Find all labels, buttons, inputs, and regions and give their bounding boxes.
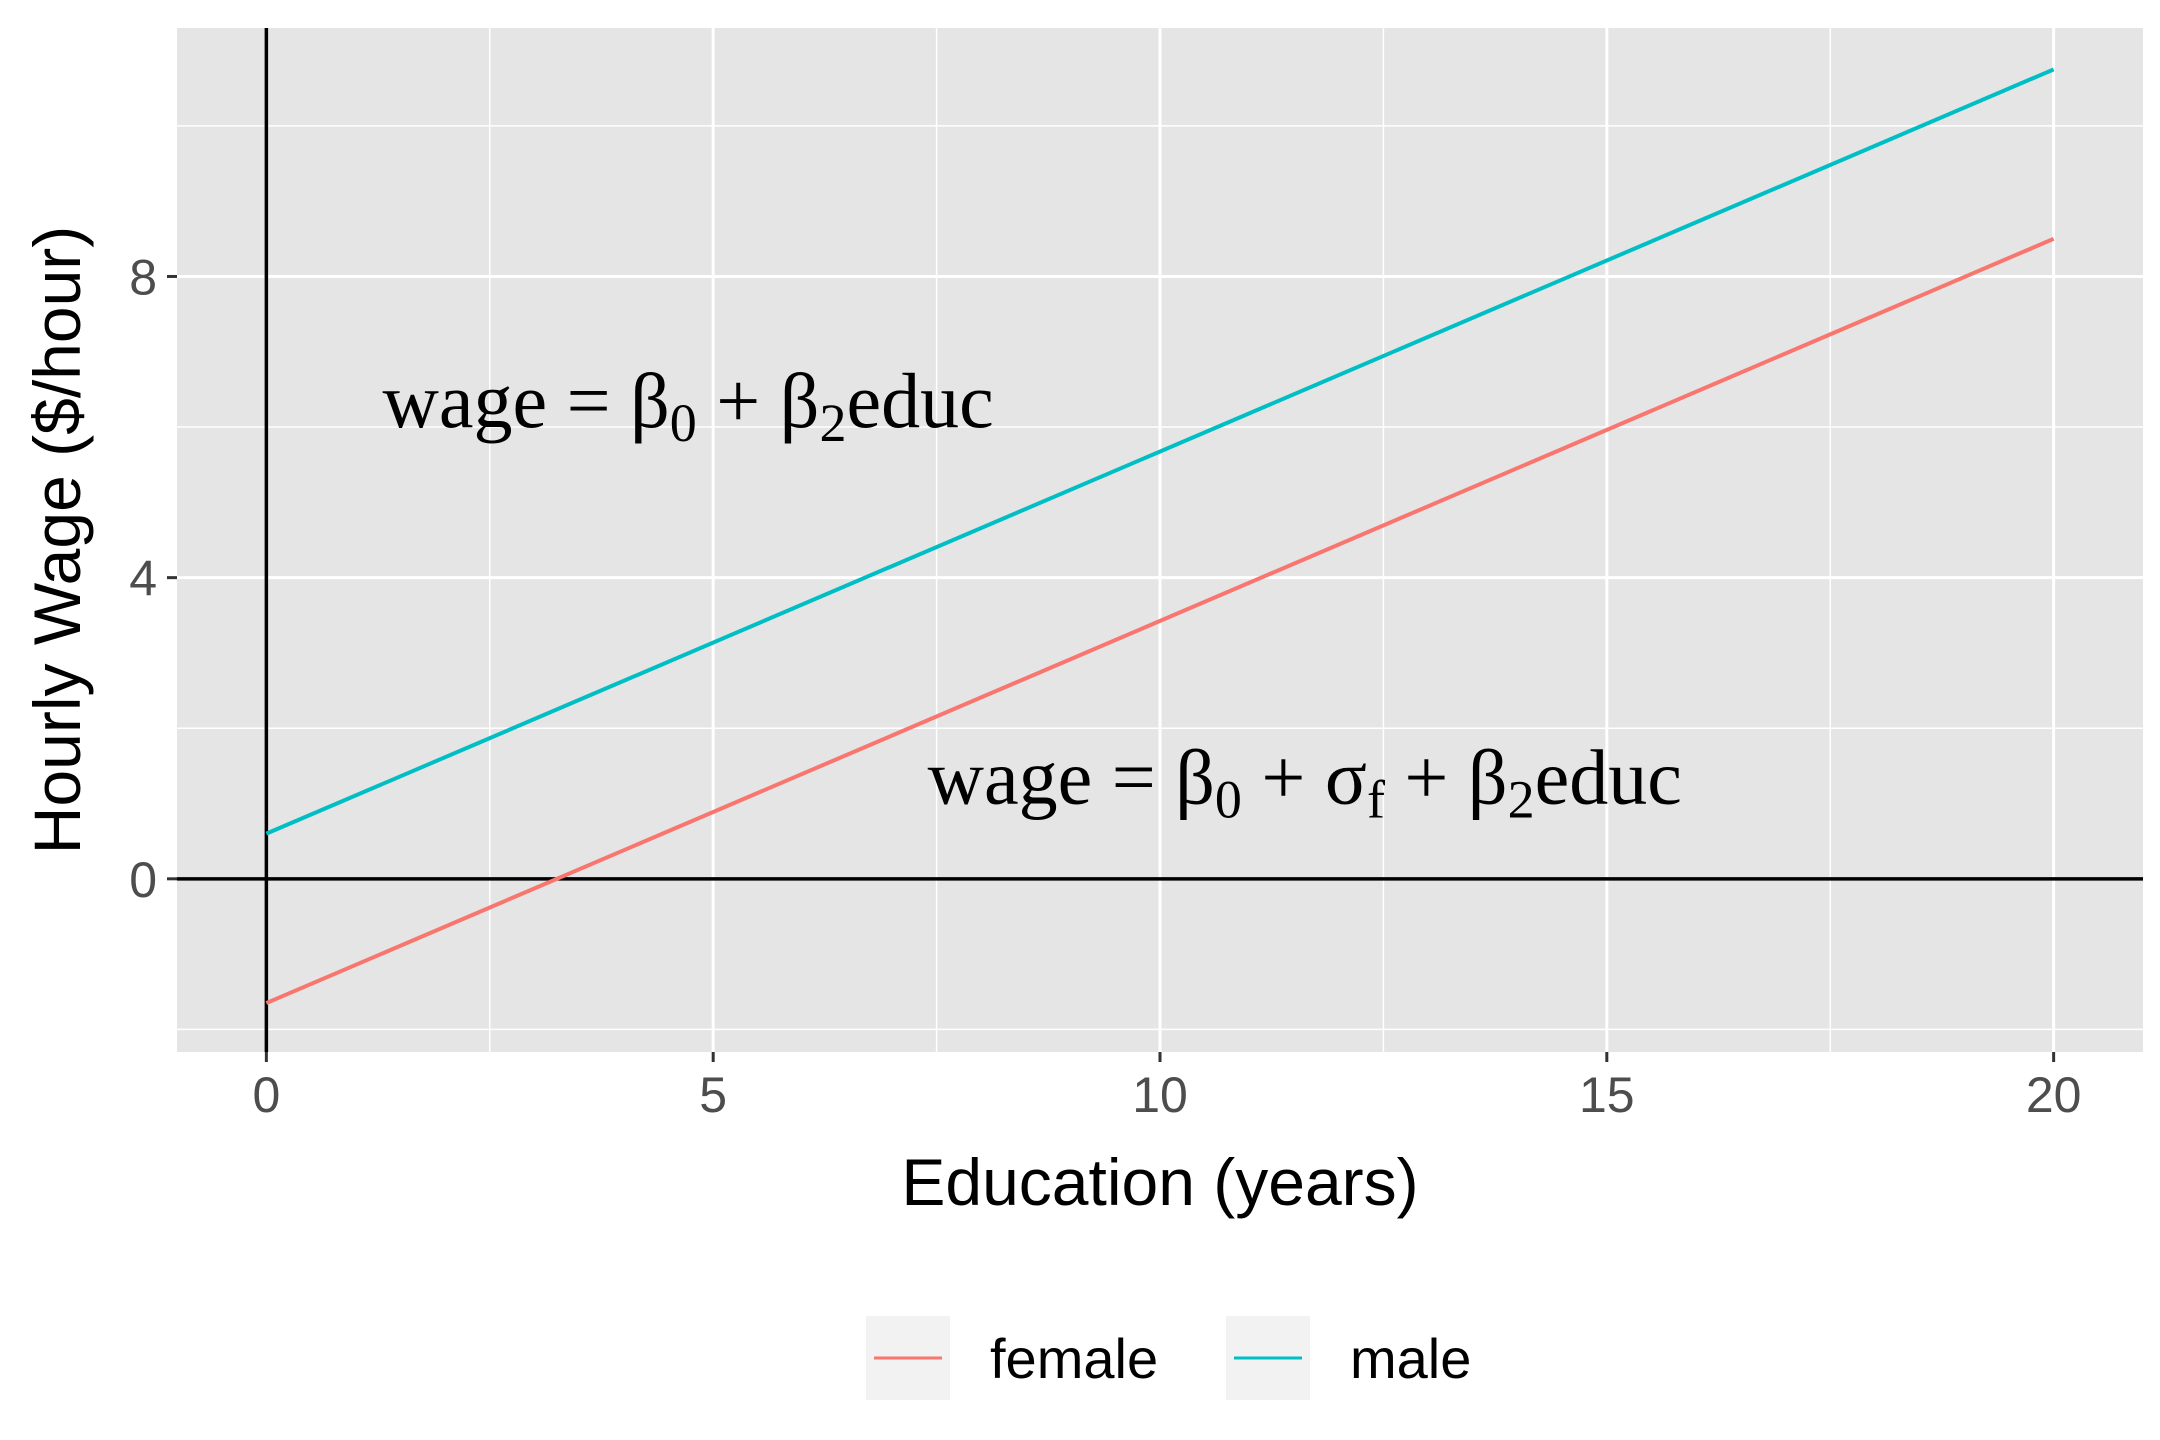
- annotation-text: + σ: [1242, 734, 1367, 821]
- annotation-subscript: 2: [1508, 770, 1535, 830]
- x-tick-label: 20: [2026, 1067, 2082, 1123]
- annotation-subscript: 0: [1215, 770, 1242, 830]
- legend: female male: [866, 1316, 1471, 1400]
- x-tick-label: 15: [1579, 1067, 1635, 1123]
- annotation-equation-1: wage = β0 + β2educ: [383, 357, 994, 453]
- annotation-subscript: f: [1367, 770, 1385, 830]
- annotation-subscript: 0: [670, 393, 697, 453]
- y-tick-label: 8: [129, 249, 157, 305]
- annotation-text: educ: [1535, 734, 1682, 821]
- x-tick-label: 5: [699, 1067, 727, 1123]
- y-tick-label: 4: [129, 551, 157, 607]
- y-tick-label: 0: [129, 852, 157, 908]
- x-tick-label: 10: [1132, 1067, 1188, 1123]
- annotation-text: wage = β: [383, 357, 670, 444]
- annotation-subscript: 2: [819, 393, 846, 453]
- annotation-text: educ: [846, 357, 993, 444]
- annotation-text: + β: [697, 357, 820, 444]
- series-lines: [265, 67, 2055, 1005]
- y-axis: 0 4 8: [129, 249, 177, 908]
- reference-lines: [177, 28, 2143, 1052]
- x-tick-label: 0: [252, 1067, 280, 1123]
- legend-label-female: female: [990, 1327, 1158, 1390]
- annotation-text: wage = β: [928, 734, 1215, 821]
- series-line-male: [265, 67, 2055, 836]
- x-axis-title: Education (years): [901, 1145, 1418, 1219]
- legend-label-male: male: [1350, 1327, 1471, 1390]
- x-axis: 0 5 10 15 20: [252, 1052, 2081, 1123]
- y-axis-title: Hourly Wage ($/hour): [20, 226, 94, 854]
- annotation-equation-2: wage = β0 + σf + β2educ: [928, 734, 1682, 830]
- series-line-female: [265, 236, 2055, 1005]
- annotation-text: + β: [1385, 734, 1508, 821]
